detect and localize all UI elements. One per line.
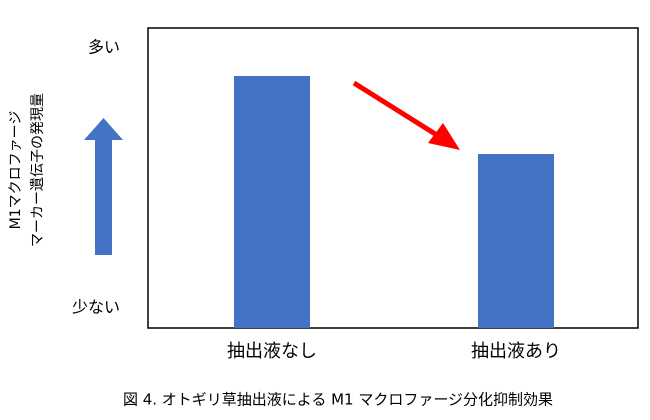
bar <box>478 154 554 328</box>
arrow-shaft <box>352 80 442 140</box>
arrow-head <box>84 118 123 140</box>
y-axis-title-line: マーカー遺伝子の発現量 <box>30 93 46 247</box>
arrow-shaft <box>95 139 112 255</box>
y-tick-label: 多い <box>88 38 120 57</box>
y-tick-label: 少ない <box>72 298 120 317</box>
plot-frame <box>147 27 639 329</box>
up-arrow <box>84 118 123 255</box>
decrease-arrow <box>352 80 460 150</box>
x-tick-label: 抽出液あり <box>471 341 561 362</box>
arrow-head <box>428 123 460 150</box>
x-tick-label: 抽出液なし <box>227 341 317 362</box>
bar <box>234 76 310 328</box>
y-axis-title-line: M1マクロファージ <box>8 111 24 230</box>
figure-caption: 図 4. オトギリ草抽出液による M1 マクロファージ分化抑制効果 <box>123 391 553 409</box>
